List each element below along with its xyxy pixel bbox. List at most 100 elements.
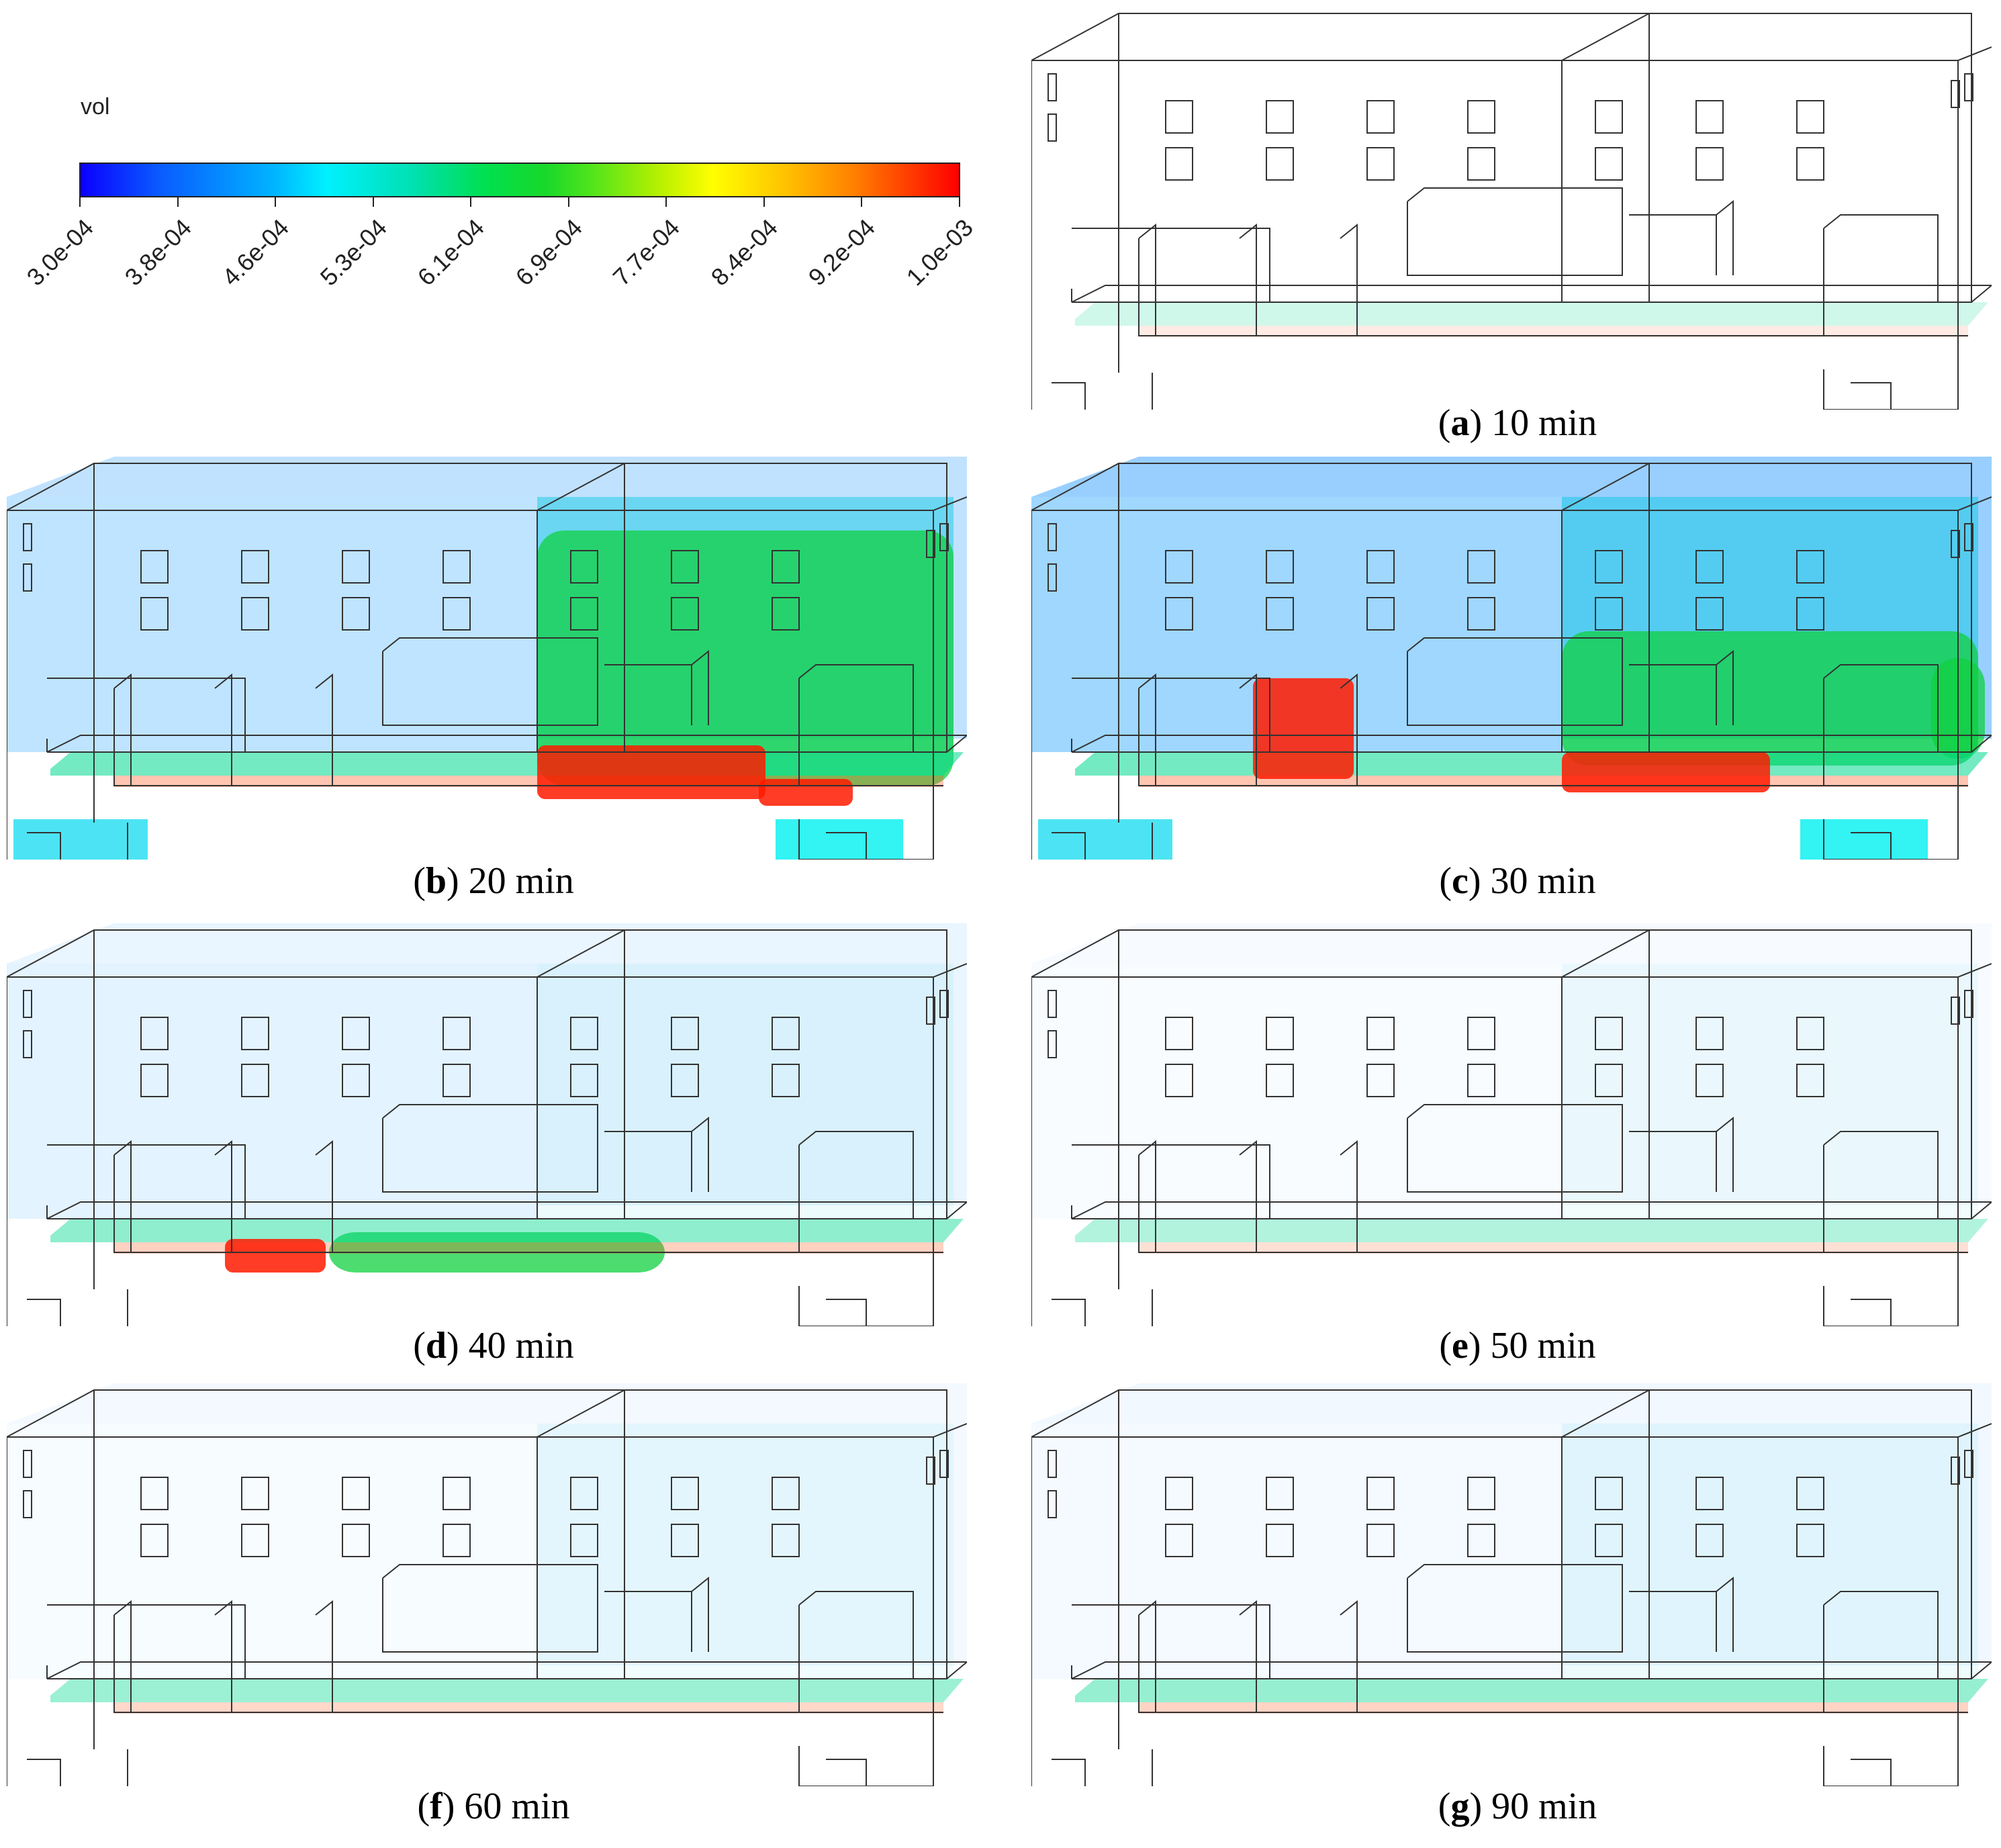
side-window <box>1964 523 1973 551</box>
smoke-floor-hot <box>1139 326 1968 337</box>
colorbar <box>79 163 960 197</box>
window <box>772 1064 800 1097</box>
caption-g: (g) 90 min <box>1438 1786 1597 1827</box>
side-window <box>23 1030 32 1058</box>
colorbar-tick-label: 6.1e-04 <box>412 214 490 291</box>
wire-edge <box>1031 1437 1153 1786</box>
window <box>443 550 471 584</box>
window <box>1467 147 1495 181</box>
wire-edge <box>7 463 947 752</box>
colorbar-tick-label: 3.0e-04 <box>21 214 99 291</box>
panel-b <box>7 457 967 860</box>
wire-edge <box>1340 1140 1358 1252</box>
smoke-stair-shaft <box>13 819 148 860</box>
window <box>1695 100 1724 134</box>
smoke-left-block <box>7 964 537 1219</box>
window <box>1366 147 1395 181</box>
wire-edge <box>7 1437 128 1786</box>
window <box>342 597 370 631</box>
wire-edge <box>315 673 333 786</box>
smoke-left-block <box>7 1424 537 1679</box>
wire-edge <box>315 1600 333 1712</box>
wireframe-lines <box>1031 929 1992 1326</box>
window <box>1366 1524 1395 1557</box>
wire-edge <box>1851 1299 1892 1326</box>
wire-edge <box>1407 1564 1623 1653</box>
colorbar-tick-label: 8.4e-04 <box>705 214 783 291</box>
colorbar-tick <box>372 197 374 207</box>
panel-a <box>1031 7 1992 410</box>
window <box>570 1477 598 1510</box>
side-window <box>1951 1457 1960 1485</box>
wire-edge <box>1031 510 1153 860</box>
window <box>671 597 699 631</box>
colorbar-tick <box>177 197 179 207</box>
window <box>342 550 370 584</box>
building-wireframe <box>7 457 967 860</box>
smoke-field <box>1075 302 1988 337</box>
window <box>443 1524 471 1557</box>
wire-edge <box>1823 1591 1939 1679</box>
window <box>671 1477 699 1510</box>
wireframe-lines <box>1031 13 1992 410</box>
window <box>241 597 269 631</box>
window <box>1266 550 1294 584</box>
window <box>1165 147 1193 181</box>
wire-edge <box>1239 1600 1257 1712</box>
window <box>1266 147 1294 181</box>
wire-edge <box>537 929 625 978</box>
window <box>241 1524 269 1557</box>
colorbar-tick-label: 3.8e-04 <box>119 214 197 291</box>
side-window <box>939 523 949 551</box>
wire-edge <box>1561 463 1650 511</box>
window <box>241 1477 269 1510</box>
window <box>342 1017 370 1050</box>
smoke-floor-layer <box>50 1679 964 1702</box>
window <box>1366 1017 1395 1050</box>
window <box>140 1017 169 1050</box>
smoke-floor-layer <box>50 1219 964 1242</box>
wireframe-lines <box>7 463 967 860</box>
wire-edge <box>27 1299 61 1326</box>
caption-time: 20 min <box>468 860 574 902</box>
wire-edge <box>798 664 914 752</box>
wire-edge <box>537 1389 625 1438</box>
window <box>1796 550 1824 584</box>
building-wireframe <box>1031 1383 1992 1786</box>
window <box>772 1017 800 1050</box>
smoke-floor-layer <box>1075 1679 1988 1702</box>
building-wireframe <box>7 1383 967 1786</box>
smoke-left-block <box>7 497 537 752</box>
side-window <box>1048 990 1057 1018</box>
smoke-upper <box>1031 923 1992 1205</box>
window <box>570 550 598 584</box>
window <box>1467 597 1495 631</box>
smoke-right-block <box>537 1424 953 1679</box>
wire-edge <box>798 510 934 860</box>
caption-letter: a <box>1450 402 1470 444</box>
window <box>570 597 598 631</box>
wire-edge <box>315 1140 333 1252</box>
window <box>772 597 800 631</box>
wire-edge <box>7 510 128 860</box>
panel-d <box>7 923 967 1326</box>
window <box>1366 1064 1395 1097</box>
colorbar-tick <box>275 197 277 207</box>
smoke-floor-hot <box>1139 1242 1968 1254</box>
wire-edge <box>382 1564 598 1653</box>
wire-edge <box>1561 13 1650 61</box>
smoke-floor-layer <box>1075 302 1988 326</box>
smoke-floor-hot <box>1139 1702 1968 1714</box>
caption-time: 60 min <box>464 1786 570 1827</box>
window <box>1595 147 1623 181</box>
wire-edge <box>1031 463 1972 752</box>
wire-edge <box>1052 1759 1086 1786</box>
window <box>1366 1477 1395 1510</box>
side-window <box>926 997 935 1025</box>
side-window <box>1048 73 1057 101</box>
caption-time: 40 min <box>468 1325 574 1367</box>
window <box>1266 1477 1294 1510</box>
wire-edge <box>1072 1144 1270 1219</box>
wireframe-lines <box>7 929 967 1326</box>
smoke-hot-zone <box>1562 752 1770 792</box>
